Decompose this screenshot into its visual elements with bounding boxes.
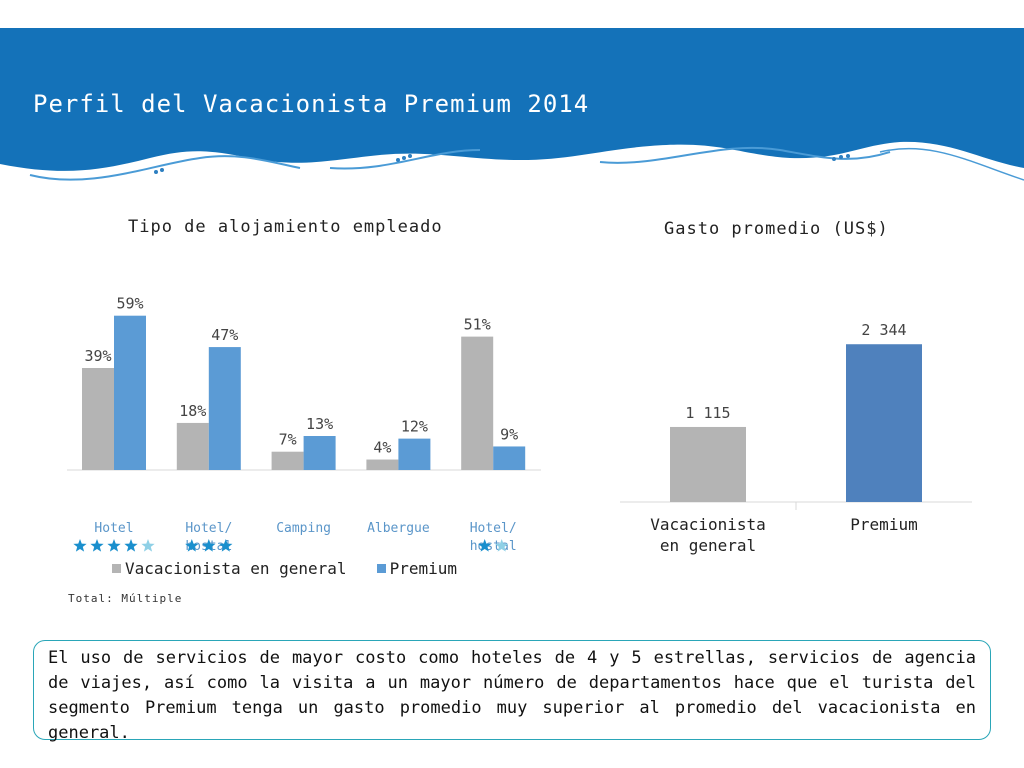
category-label-gasto-0: Vacacionista [650,515,766,534]
star-icon [202,539,216,552]
bar-general-0 [82,368,114,470]
star-icon [478,539,492,552]
chart-title-gasto: Gasto promedio (US$) [664,219,889,239]
summary-text: El uso de servicios de mayor costo como … [48,648,976,743]
star-icon [124,539,138,552]
category-label-gasto-0-line2: en general [660,536,756,555]
data-label-premium-4: 9% [500,425,518,443]
category-label-3: Albergue [367,521,430,536]
data-label-general-1: 18% [179,402,206,420]
legend-swatch-premium [376,564,386,573]
data-label-premium-3: 12% [401,418,428,436]
header-banner [0,28,1024,181]
legend-swatch-general [112,564,121,573]
data-label-general-3: 4% [373,439,391,457]
category-label-4: Hotel/ [470,521,517,536]
legend-item-general: Vacacionista en general [112,559,347,578]
bar-general-4 [461,336,494,470]
chart-title-alojamiento: Tipo de alojamiento empleado [128,217,443,237]
bar-premium-1 [208,347,241,470]
legend-item-premium: Premium [376,559,457,578]
bar-general-3 [366,459,399,470]
summary-box: El uso de servicios de mayor costo como … [33,640,991,743]
bar-premium-3 [398,438,431,470]
data-label-premium-1: 47% [211,326,238,344]
chart-alojamiento: 39%59%Hotel18%47%Hotel/hostal7%13%Campin… [67,295,541,554]
total-note: Total: Múltiple [68,592,183,605]
category-label-0: Hotel [94,521,133,536]
star-icon [185,539,199,552]
bar-general-1 [176,422,209,470]
star-icon [107,539,121,552]
bar-premium-4 [493,446,526,470]
bar-general-2 [271,451,304,470]
bar-premium-2 [303,436,336,470]
page-title: Perfil del Vacacionista Premium 2014 [33,90,590,118]
category-label-2: Camping [276,521,331,536]
star-icon [90,539,104,552]
data-label-general-2: 7% [279,431,297,449]
category-label-gasto-1: Premium [850,515,917,534]
data-label-gasto-1: 2 344 [861,321,906,339]
bar-gasto-1 [846,344,922,502]
star-icon [219,539,233,552]
star-icon [73,539,87,552]
bar-premium-0 [114,315,146,470]
data-label-general-0: 39% [84,347,111,365]
legend-label-premium: Premium [389,559,457,578]
data-label-general-4: 51% [464,316,491,334]
chart-legend: Vacacionista en general Premium [112,559,487,578]
legend-label-general: Vacacionista en general [125,559,347,578]
category-label-1: Hotel/ [185,521,232,536]
bar-gasto-0 [670,426,746,502]
data-label-premium-2: 13% [306,415,333,433]
data-label-premium-0: 59% [116,295,143,313]
data-label-gasto-0: 1 115 [685,404,730,422]
star-icon [141,539,155,552]
star-icon [495,539,509,552]
chart-gasto: 1 115 Vacacionista en general 2 344 Premium [620,321,972,555]
